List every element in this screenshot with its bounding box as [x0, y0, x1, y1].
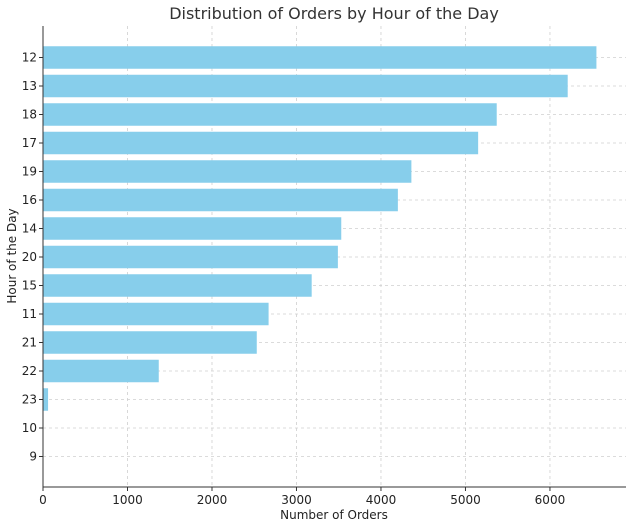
y-tick-label-16: 16 — [22, 193, 37, 207]
y-axis-label: Hour of the Day — [5, 208, 19, 303]
y-ticks: 12 13 18 17 19 16 14 20 15 11 21 22 23 10 9 — [22, 51, 43, 464]
x-tick-label: 2000 — [197, 493, 228, 507]
y-tick-label-14: 14 — [22, 222, 37, 236]
bar-hour-17 — [43, 131, 479, 155]
bar-hour-20 — [43, 245, 338, 269]
bar-hour-21 — [43, 331, 257, 354]
y-tick-label-13: 13 — [22, 79, 37, 93]
bar-hour-18 — [43, 103, 497, 126]
bar-hour-15 — [43, 274, 312, 297]
x-tick-label: 6000 — [535, 493, 566, 507]
x-tick-label: 4000 — [366, 493, 397, 507]
y-tick-label-21: 21 — [22, 336, 37, 350]
x-tick-label: 3000 — [281, 493, 312, 507]
y-tick-label-10: 10 — [22, 421, 37, 435]
y-tick-label-18: 18 — [22, 108, 37, 122]
y-tick-label-11: 11 — [22, 307, 37, 321]
x-ticks: 0 1000 2000 3000 4000 5000 6000 — [39, 487, 565, 507]
chart-title: Distribution of Orders by Hour of the Da… — [169, 4, 499, 23]
bar-hour-19 — [43, 160, 412, 183]
y-tick-label-20: 20 — [22, 250, 37, 264]
bar-hour-13 — [43, 74, 568, 98]
y-tick-label-9: 9 — [29, 450, 37, 464]
y-tick-label-15: 15 — [22, 279, 37, 293]
bar-hour-22 — [43, 359, 159, 383]
x-tick-label: 0 — [39, 493, 47, 507]
bar-hour-12 — [43, 46, 597, 69]
y-tick-label-22: 22 — [22, 364, 37, 378]
y-tick-label-19: 19 — [22, 165, 37, 179]
x-axis-label: Number of Orders — [280, 508, 388, 522]
bar-hour-16 — [43, 188, 398, 212]
y-tick-label-12: 12 — [22, 51, 37, 65]
bar-hour-11 — [43, 302, 269, 326]
y-tick-label-23: 23 — [22, 393, 37, 407]
bars — [43, 46, 597, 411]
x-tick-label: 1000 — [112, 493, 143, 507]
bar-hour-14 — [43, 217, 342, 240]
y-tick-label-17: 17 — [22, 136, 37, 150]
bar-hour-23 — [43, 388, 49, 411]
x-tick-label: 5000 — [450, 493, 481, 507]
